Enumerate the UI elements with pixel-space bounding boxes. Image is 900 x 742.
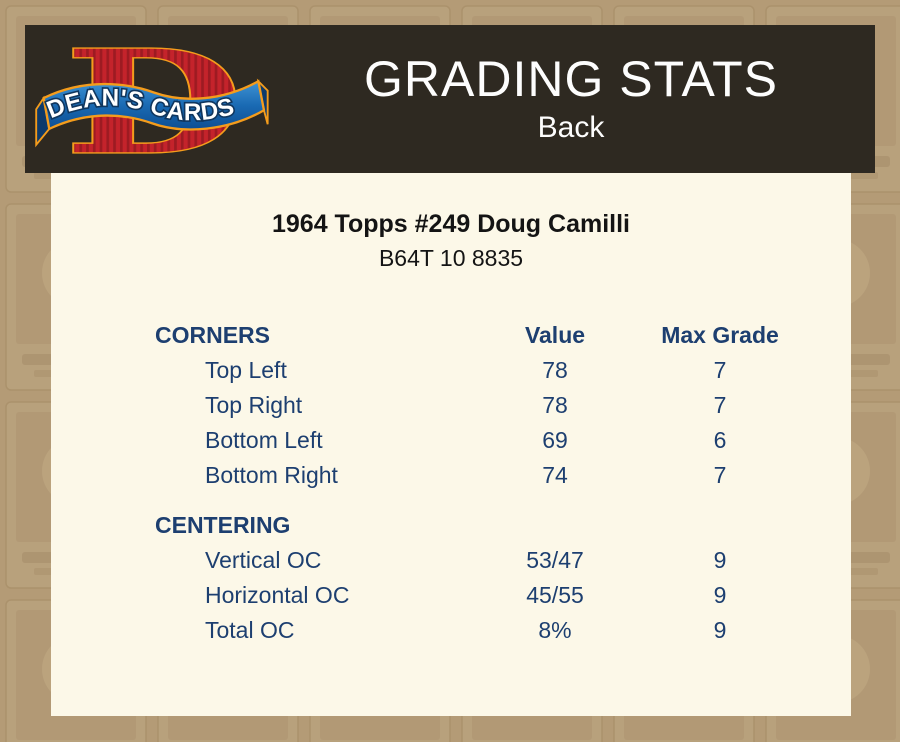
column-header-value: Value <box>524 322 586 348</box>
content-panel: 1964 Topps #249 Doug Camilli B64T 10 883… <box>51 173 851 716</box>
table-row: Horizontal OC 45/55 9 <box>155 578 815 613</box>
ribbon-banner <box>42 79 266 131</box>
page-title: GRADING STATS <box>364 51 778 108</box>
row-max-grade: 9 <box>713 617 727 643</box>
row-max-grade: 7 <box>713 392 727 418</box>
table-row: Top Right 78 7 <box>155 388 815 423</box>
header-text-block: GRADING STATS Back <box>277 53 875 145</box>
row-value: 78 <box>542 392 568 418</box>
table-row: Vertical OC 53/47 9 <box>155 543 815 578</box>
row-label: Top Right <box>205 392 303 418</box>
card-code: B64T 10 8835 <box>378 245 524 271</box>
row-label: Bottom Right <box>205 462 338 488</box>
grading-table: CORNERS Value Max Grade Top Left 78 7 To… <box>155 318 815 648</box>
row-max-grade: 7 <box>713 357 727 383</box>
table-row: Bottom Left 69 6 <box>155 423 815 458</box>
section-header-corners: CORNERS <box>155 322 271 348</box>
table-header-row: CORNERS Value Max Grade <box>155 318 815 353</box>
row-value: 45/55 <box>526 582 584 608</box>
table-row: Bottom Right 74 7 <box>155 458 815 493</box>
row-max-grade: 6 <box>713 427 727 453</box>
row-label: Top Left <box>205 357 287 383</box>
row-value: 74 <box>542 462 568 488</box>
row-label: Horizontal OC <box>205 582 350 608</box>
row-value: 69 <box>542 427 568 453</box>
card-title: 1964 Topps #249 Doug Camilli <box>272 210 630 238</box>
deans-cards-logo[interactable]: D DEAN'S CARDS <box>25 25 277 173</box>
table-row: Top Left 78 7 <box>155 353 815 388</box>
row-label: Bottom Left <box>205 427 323 453</box>
section-header-centering: CENTERING <box>155 512 291 538</box>
header-bar: D DEAN'S CARDS GRADING STATS Back <box>25 25 875 173</box>
row-label: Vertical OC <box>205 547 322 573</box>
row-max-grade: 9 <box>713 547 727 573</box>
row-max-grade: 7 <box>713 462 727 488</box>
row-value: 53/47 <box>526 547 584 573</box>
row-label: Total OC <box>205 617 295 643</box>
row-value: 8% <box>538 617 572 643</box>
table-row: Total OC 8% 9 <box>155 613 815 648</box>
column-header-max-grade: Max Grade <box>661 322 779 348</box>
row-value: 78 <box>542 357 568 383</box>
page-subtitle: Back <box>537 110 605 144</box>
row-max-grade: 9 <box>713 582 727 608</box>
section-header-row: CENTERING <box>155 508 815 543</box>
